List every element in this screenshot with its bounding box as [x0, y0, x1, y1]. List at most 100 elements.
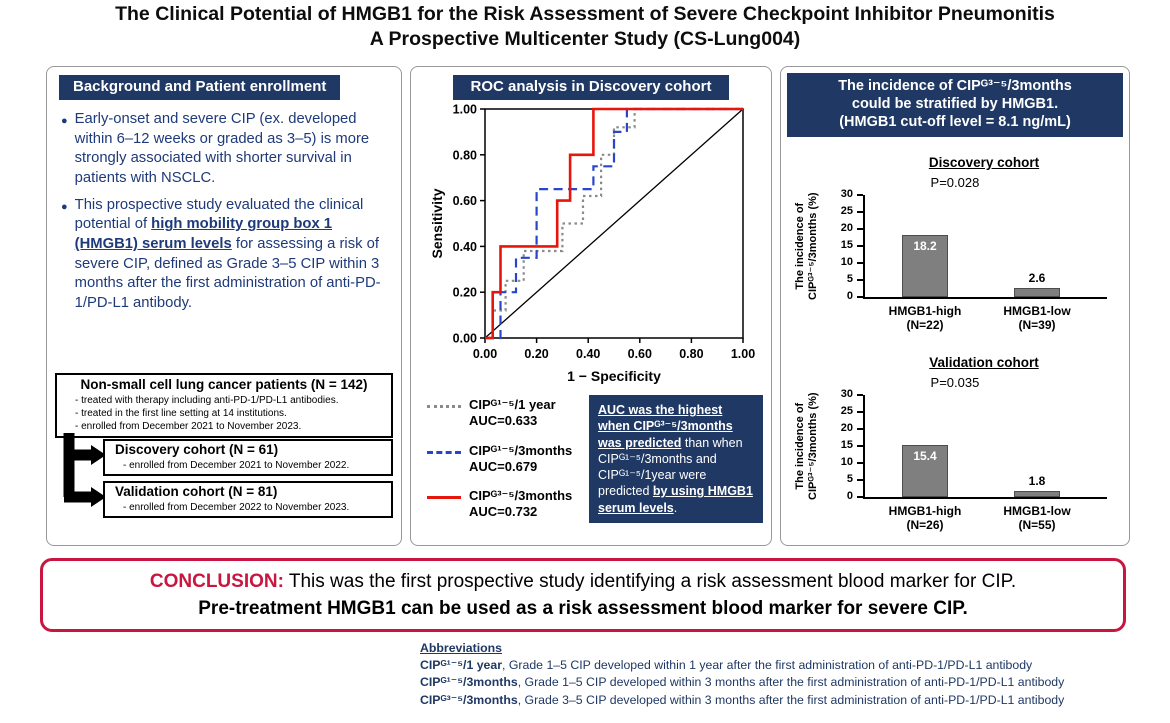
- title-line1: The Clinical Potential of HMGB1 for the …: [115, 3, 1055, 25]
- y-tick-label: 0.60: [453, 194, 477, 208]
- abbreviation-def: , Grade 3–5 CIP developed within 3 month…: [517, 692, 1065, 707]
- y-tick-label: 0: [846, 490, 853, 502]
- y-tick-label: 0.80: [453, 148, 477, 162]
- enrollment-box: Non-small cell lung cancer patients (N =…: [55, 373, 393, 438]
- abbreviation-term: CIPᴳ³⁻⁵/3months: [420, 692, 518, 707]
- validation-box-title: Validation cohort (N = 81): [115, 484, 278, 499]
- y-tick: [857, 479, 863, 481]
- bar: [902, 235, 948, 297]
- legend-item: CIPᴳ³⁻⁵/3months AUC=0.732: [427, 488, 587, 521]
- page-title: The Clinical Potential of HMGB1 for the …: [0, 2, 1170, 53]
- bar-chart-plot: [863, 395, 1107, 499]
- y-tick: [857, 496, 863, 498]
- x-category-label: HMGB1-low (N=39): [1003, 304, 1071, 333]
- bar-value-label: 1.8: [1028, 473, 1046, 488]
- y-tick-label: 1.00: [453, 103, 477, 117]
- incidence-panel: The incidence of CIPᴳ³⁻⁵/3months could b…: [780, 66, 1130, 546]
- y-tick: [857, 394, 863, 396]
- abbreviation-def: , Grade 1–5 CIP developed within 1 year …: [502, 658, 1033, 673]
- bar-value-label: 2.6: [1028, 271, 1046, 286]
- x-tick-label: 0.00: [473, 347, 497, 361]
- y-tick: [857, 211, 863, 213]
- x-tick-label: 0.80: [679, 347, 703, 361]
- background-panel-header: Background and Patient enrollment: [59, 75, 341, 100]
- y-tick-label: 0.00: [453, 332, 477, 346]
- y-tick-label: 0: [846, 290, 853, 302]
- title-line2: A Prospective Multicenter Study (CS-Lung…: [369, 28, 801, 51]
- validation-box-line: - enrolled from December 2022 to Novembe…: [123, 501, 350, 513]
- conclusion-box: CONCLUSION: This was the first prospecti…: [40, 558, 1126, 632]
- roc-note-seg1: AUC was the highest when CIPᴳ³⁻⁵/3months…: [598, 403, 733, 450]
- bar: [902, 444, 948, 497]
- background-panel: Background and Patient enrollment ● Earl…: [46, 66, 402, 546]
- roc-xlabel: 1 − Specificity: [567, 368, 661, 384]
- x-tick-label: 1.00: [731, 347, 755, 361]
- y-tick-label: 30: [840, 188, 853, 200]
- legend-line-sample: [427, 450, 461, 454]
- y-tick: [857, 296, 863, 298]
- y-tick: [857, 462, 863, 464]
- x-tick-label: 0.60: [628, 347, 652, 361]
- roc-chart: 0.000.00 0.20 0.20 0.40 0.40 0.60 0.60 0.80 0.80…: [429, 103, 755, 385]
- y-tick-label: 20: [840, 422, 853, 434]
- abbreviations: Abbreviations CIPᴳ¹⁻⁵/1 year, Grade 1–5 …: [420, 640, 1064, 709]
- abbreviation-item: CIPᴳ¹⁻⁵/3months, Grade 1–5 CIP developed…: [420, 674, 1064, 691]
- y-tick-label: 25: [840, 205, 853, 217]
- validation-cohort-box: Validation cohort (N = 81) - enrolled fr…: [103, 481, 393, 518]
- y-tick-label: 0.20: [453, 286, 477, 300]
- bar-chart-ylabel: The incidence of CIPᴳ³⁻⁵/3months (%): [793, 192, 819, 300]
- y-tick: [857, 245, 863, 247]
- enrollment-box-title: Non-small cell lung cancer patients (N =…: [80, 377, 368, 392]
- abbreviation-item: CIPᴳ³⁻⁵/3months, Grade 3–5 CIP developed…: [420, 692, 1064, 709]
- legend-label: CIPᴳ¹⁻⁵/3months AUC=0.679: [469, 442, 573, 474]
- bullet-text-post: for assessing a risk of severe CIP, defi…: [74, 236, 381, 312]
- bullet-text: This prospective study evaluated the cli…: [75, 196, 391, 314]
- roc-curve-solid: [485, 107, 743, 340]
- bar-chart-plot: [863, 195, 1107, 299]
- y-tick-label: 25: [840, 405, 853, 417]
- y-tick-label: 10: [840, 256, 853, 268]
- bullet-item: ● This prospective study evaluated the c…: [61, 196, 391, 314]
- p-value-label: P=0.035: [930, 375, 980, 390]
- abbreviation-item: CIPᴳ¹⁻⁵/1 year, Grade 1–5 CIP developed …: [420, 657, 1064, 674]
- y-tick: [857, 228, 863, 230]
- y-tick: [857, 194, 863, 196]
- arrow-head: [91, 487, 106, 507]
- bullet-text-pre: This prospective study evaluated the cli…: [74, 196, 364, 233]
- y-tick-label: 5: [846, 473, 853, 485]
- bar-chart-ylabel: The incidence of CIPᴳ³⁻⁵/3months (%): [793, 392, 819, 500]
- legend-line-sample: [427, 496, 461, 499]
- roc-panel: ROC analysis in Discovery cohort 0.00 0.0…: [410, 66, 772, 546]
- bar: [1014, 490, 1060, 497]
- p-value-label: P=0.028: [930, 175, 980, 190]
- flow-arrows: [63, 433, 106, 507]
- discovery-box-title: Discovery cohort (N = 61): [115, 442, 279, 457]
- bullet-text-highlight: high mobility group box 1 (HMGB1) serum …: [74, 216, 333, 253]
- y-tick: [857, 411, 863, 413]
- validation-bar-chart: Validation cohort P=0.035 The incidence of…: [785, 355, 1127, 551]
- enrollment-box-line: - treated in the first line setting at 1…: [75, 407, 287, 419]
- legend-item: CIPᴳ¹⁻⁵/1 year AUC=0.633: [427, 397, 587, 430]
- conclusion-label: CONCLUSION:: [149, 571, 284, 592]
- incidence-header-line1: The incidence of CIPᴳ³⁻⁵/3months: [838, 78, 1072, 94]
- legend-item: CIPᴳ¹⁻⁵/3months AUC=0.679: [427, 443, 587, 476]
- bar: [1014, 288, 1060, 297]
- y-tick-label: 10: [840, 456, 853, 468]
- bullet-text: Early-onset and severe CIP (ex. develope…: [74, 111, 370, 187]
- abbreviation-term: CIPᴳ¹⁻⁵/1 year: [420, 658, 503, 673]
- y-tick-label: 15: [840, 239, 853, 251]
- conclusion-line1: CONCLUSION: This was the first prospecti…: [55, 569, 1111, 596]
- x-tick-label: 0.40: [576, 347, 600, 361]
- y-tick: [857, 262, 863, 264]
- roc-note-seg4: .: [673, 500, 678, 515]
- abbreviation-def: , Grade 1–5 CIP developed within 3 month…: [517, 675, 1065, 690]
- y-tick-label: 30: [840, 388, 853, 400]
- x-tick-label: 0.20: [524, 347, 548, 361]
- reference-diagonal: [484, 108, 744, 339]
- y-tick: [857, 428, 863, 430]
- x-category-label: HMGB1-low (N=55): [1003, 504, 1071, 533]
- roc-note-seg3: by using HMGB1 serum levels: [598, 484, 753, 515]
- incidence-header-line3: (HMGB1 cut-off level = 8.1 ng/mL): [839, 114, 1071, 131]
- roc-ylabel: Sensitivity: [429, 188, 445, 258]
- bar-chart-title: Discovery cohort: [928, 155, 1040, 170]
